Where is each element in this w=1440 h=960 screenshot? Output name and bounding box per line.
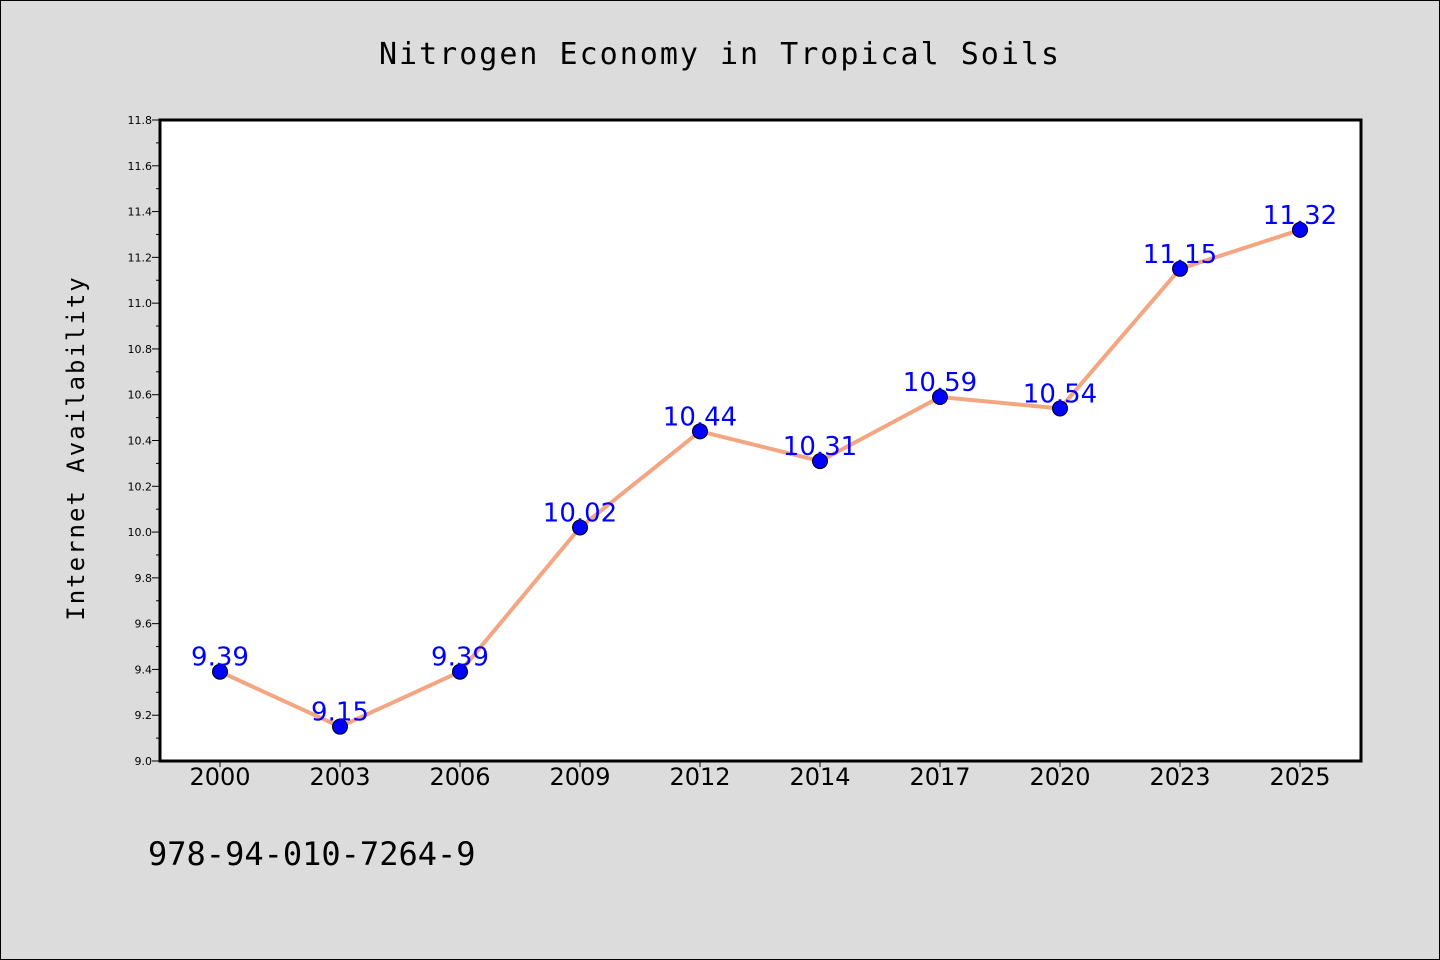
y-axis: 9.0 9.2 9.4 9.6 9.8 10.0 10.2 10.4 10.6 10.8 11.0 1… [128,114,160,768]
x-tick-label: 2003 [309,763,370,791]
y-tick-label: 9.4 [135,663,153,676]
y-tick-label: 10.8 [128,343,153,356]
data-label: 10.59 [903,368,977,398]
data-point [812,453,828,470]
data-label: 10.54 [1023,379,1097,409]
data-label: 10.02 [543,498,617,528]
x-tick-label: 2014 [789,763,850,791]
y-tick-label: 9.2 [135,709,153,722]
y-tick-label: 11.2 [128,251,153,264]
data-label: 10.44 [663,402,737,432]
data-label: 9.39 [431,643,489,673]
series-line [219,227,1301,729]
x-tick-label: 2025 [1269,763,1330,791]
y-tick-label: 9.0 [135,755,153,768]
y-tick-label: 11.0 [128,297,153,310]
data-label: 11.15 [1143,240,1217,270]
data-labels-group: 9.39 9.15 9.39 10.02 10.44 10.31 10.59 10.54 11.… [191,201,1337,728]
y-tick-label: 11.8 [128,114,153,127]
plot-area [158,118,1363,763]
data-label: 9.39 [191,643,249,673]
x-tick-label: 2009 [549,763,610,791]
y-axis-label: Internet Availability [62,275,90,620]
data-point [692,423,708,440]
x-tick-label: 2012 [669,763,730,791]
y-tick-label: 11.6 [128,160,153,173]
y-tick-label: 10.4 [128,435,153,448]
isbn-text: 978-94-010-7264-9 [148,835,476,873]
x-tick-label: 2006 [429,763,490,791]
y-tick-label: 9.8 [135,572,153,585]
x-tick-label: 2020 [1029,763,1090,791]
x-tick-label: 2023 [1149,763,1210,791]
data-point [212,663,228,680]
y-tick-label: 9.6 [135,618,153,631]
data-point [452,663,468,680]
data-label: 11.32 [1263,201,1337,231]
data-point [932,389,948,406]
data-point [572,519,588,536]
data-label: 9.15 [311,698,369,728]
y-tick-label: 10.6 [128,389,153,402]
data-point [1172,260,1188,277]
x-axis: 2000 2003 2006 2009 2012 2014 2017 2020 2023 2025 [189,761,1331,791]
data-label: 10.31 [783,432,857,462]
y-tick-label: 11.4 [128,206,153,219]
x-tick-label: 2017 [909,763,970,791]
data-point [332,718,348,735]
series-group [212,221,1308,735]
x-tick-label: 2000 [189,763,250,791]
y-tick-label: 10.0 [128,526,153,539]
chart-title: Nitrogen Economy in Tropical Soils [379,37,1061,72]
data-point [1292,221,1308,238]
y-tick-label: 10.2 [128,480,153,493]
data-point [1052,400,1068,417]
